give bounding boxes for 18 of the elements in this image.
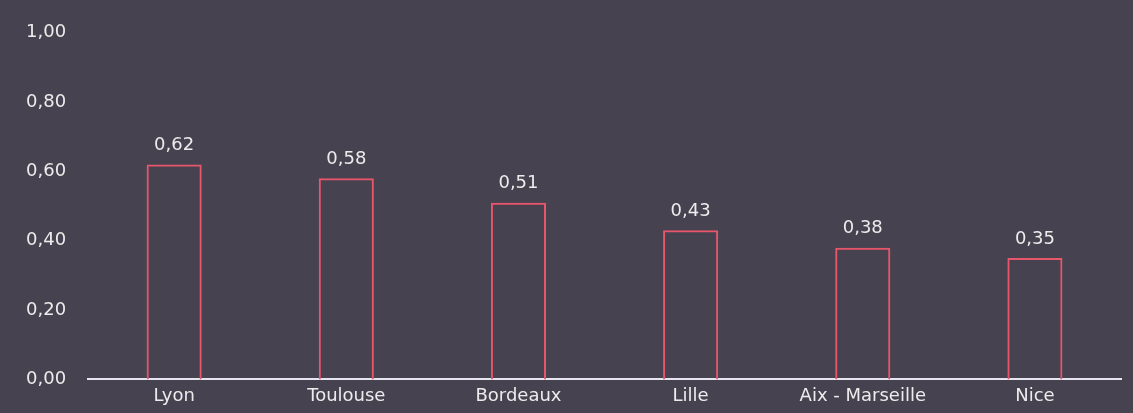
data-label: 0,43 xyxy=(670,199,711,221)
x-tick-label: Aix - Marseille xyxy=(799,383,926,405)
y-tick-label: 0,20 xyxy=(26,297,67,319)
y-tick-label: 0,40 xyxy=(26,228,67,250)
y-tick-label: 0,60 xyxy=(26,159,67,181)
x-tick-label: Bordeaux xyxy=(475,383,562,405)
x-tick-label: Toulouse xyxy=(306,383,386,405)
data-label: 0,38 xyxy=(842,216,883,238)
x-tick-label: Lyon xyxy=(153,383,195,405)
data-label: 0,51 xyxy=(498,171,539,193)
x-tick-label: Lille xyxy=(672,383,709,405)
data-label: 0,35 xyxy=(1014,226,1055,248)
x-tick-label: Nice xyxy=(1015,383,1055,405)
y-tick-label: 1,00 xyxy=(26,20,67,42)
data-label: 0,62 xyxy=(154,133,195,155)
y-tick-label: 0,80 xyxy=(26,89,67,111)
data-label: 0,58 xyxy=(326,147,367,169)
y-tick-label: 0,00 xyxy=(26,367,67,389)
